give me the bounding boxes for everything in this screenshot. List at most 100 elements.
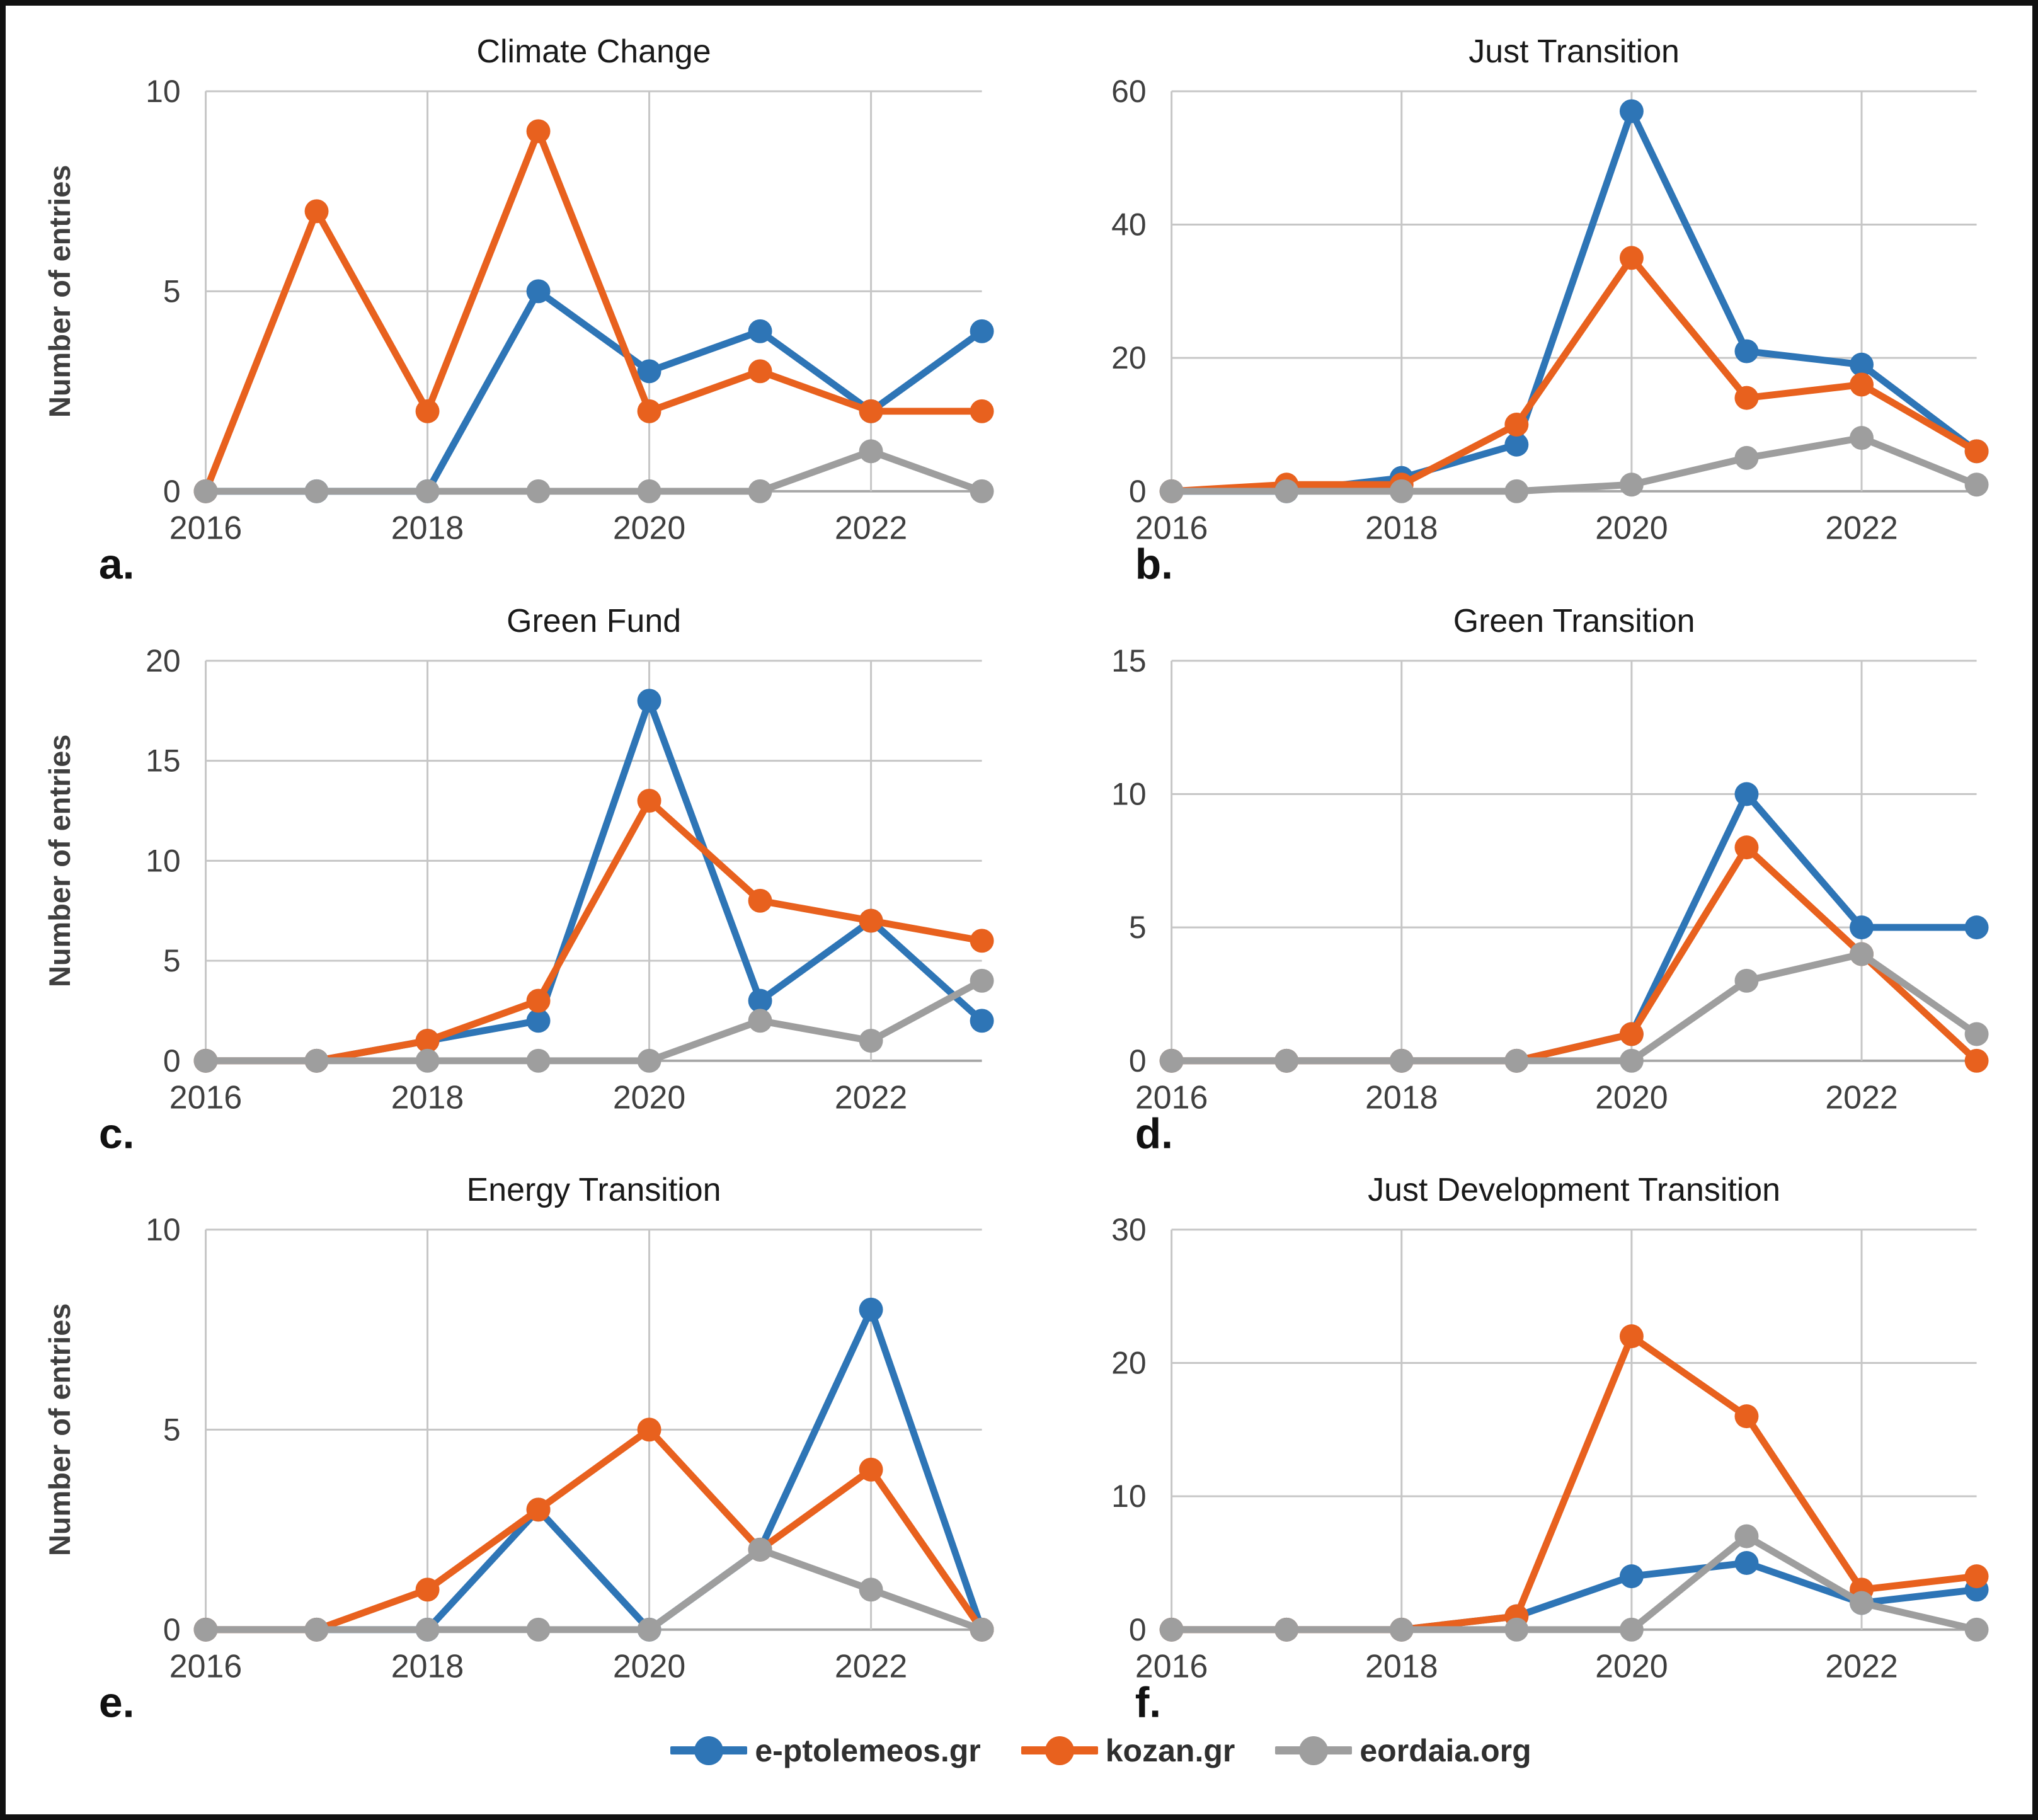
data-point-eordaia.org-2021 bbox=[748, 1537, 772, 1562]
data-point-kozan.gr-2019 bbox=[526, 119, 551, 144]
line-marker-icon bbox=[670, 1736, 748, 1765]
data-point-kozan.gr-2020 bbox=[637, 788, 661, 813]
data-point-e-ptolemeos.gr-2021 bbox=[748, 988, 772, 1013]
data-point-eordaia.org-2018 bbox=[415, 1048, 440, 1073]
data-point-eordaia.org-2022 bbox=[859, 1028, 883, 1053]
y-tick-label: 0 bbox=[1128, 1612, 1146, 1647]
data-point-eordaia.org-2023 bbox=[970, 968, 994, 993]
series-line-eordaia.org bbox=[1167, 950, 1980, 1064]
data-point-eordaia.org-2016 bbox=[1159, 1617, 1184, 1642]
dot-marker-icon bbox=[1299, 1736, 1329, 1765]
data-point-eordaia.org-2020 bbox=[637, 479, 661, 503]
data-point-eordaia.org-2020 bbox=[1619, 1048, 1644, 1073]
y-tick-label: 0 bbox=[1128, 1043, 1146, 1078]
data-point-eordaia.org-2016 bbox=[193, 479, 218, 503]
chart-energy-transition: 0 5 10 2016 2018 2020 2022 Energy Transition Num… bbox=[43, 1172, 994, 1727]
x-tick-label: 2016 bbox=[1135, 1649, 1207, 1685]
y-tick-label: 0 bbox=[163, 1043, 181, 1078]
legend-item-kozan: kozan.gr bbox=[1021, 1732, 1235, 1769]
data-point-eordaia.org-2017 bbox=[304, 479, 329, 503]
data-point-kozan.gr-2022 bbox=[1849, 372, 1874, 397]
data-point-kozan.gr-2021 bbox=[748, 888, 772, 913]
x-tick-label: 2020 bbox=[1595, 1079, 1668, 1116]
data-point-e-ptolemeos.gr-2020 bbox=[1619, 1564, 1644, 1589]
data-point-kozan.gr-2020 bbox=[637, 399, 661, 423]
chart-title: Energy Transition bbox=[467, 1172, 721, 1208]
x-tick-label: 2020 bbox=[613, 510, 685, 547]
y-tick-label: 10 bbox=[146, 1212, 181, 1247]
data-point-eordaia.org-2020 bbox=[1619, 1617, 1644, 1642]
chart-panel-e: 0 5 10 2016 2018 2020 2022 Energy Transition Num… bbox=[25, 1159, 1019, 1729]
data-point-kozan.gr-2019 bbox=[1504, 413, 1528, 437]
data-point-kozan.gr-2018 bbox=[415, 399, 440, 423]
data-point-eordaia.org-2023 bbox=[970, 1617, 994, 1642]
y-tick-label: 40 bbox=[1111, 207, 1147, 242]
data-point-eordaia.org-2021 bbox=[748, 479, 772, 503]
chart-title: Just Transition bbox=[1468, 33, 1680, 70]
data-point-eordaia.org-2022 bbox=[859, 1577, 883, 1602]
data-point-kozan.gr-2021 bbox=[1734, 386, 1758, 410]
data-point-e-ptolemeos.gr-2021 bbox=[1734, 782, 1758, 806]
data-point-eordaia.org-2023 bbox=[1964, 1617, 1989, 1642]
data-point-eordaia.org-2017 bbox=[1274, 1617, 1298, 1642]
data-point-kozan.gr-2022 bbox=[859, 1457, 883, 1482]
x-tick-label: 2016 bbox=[1135, 510, 1207, 547]
data-point-kozan.gr-2022 bbox=[859, 908, 883, 933]
y-tick-label: 10 bbox=[146, 74, 181, 109]
x-tick-label: 2018 bbox=[391, 510, 464, 547]
x-tick-label: 2020 bbox=[613, 1079, 685, 1116]
data-point-eordaia.org-2021 bbox=[1734, 1524, 1758, 1548]
chart-panel-d: 0 5 10 15 2016 2018 2020 2022 Green Transition d. bbox=[1019, 590, 2014, 1160]
chart-green-transition: 0 5 10 15 2016 2018 2020 2022 Green Transition d. bbox=[1111, 602, 1989, 1157]
series-line-eordaia.org bbox=[202, 447, 986, 495]
y-tick-label: 60 bbox=[1111, 74, 1147, 109]
y-tick-label: 15 bbox=[146, 743, 181, 778]
panel-letter: c. bbox=[99, 1110, 135, 1157]
x-tick-label: 2020 bbox=[613, 1649, 685, 1685]
y-tick-label: 20 bbox=[1111, 1346, 1147, 1381]
data-point-eordaia.org-2022 bbox=[1849, 1591, 1874, 1615]
data-point-eordaia.org-2017 bbox=[1274, 479, 1298, 503]
data-point-e-ptolemeos.gr-2019 bbox=[526, 279, 551, 304]
x-tick-label: 2022 bbox=[1825, 1079, 1898, 1116]
x-tick-label: 2020 bbox=[1595, 510, 1668, 547]
data-point-e-ptolemeos.gr-2023 bbox=[970, 1008, 994, 1033]
data-point-kozan.gr-2023 bbox=[1964, 1048, 1989, 1073]
series-line-eordaia.org bbox=[1167, 1533, 1980, 1634]
data-point-kozan.gr-2022 bbox=[859, 399, 883, 423]
y-tick-label: 15 bbox=[1111, 643, 1147, 678]
series-line-kozan.gr bbox=[202, 1426, 986, 1634]
y-tick-label: 5 bbox=[163, 943, 181, 978]
y-tick-label: 10 bbox=[1111, 1479, 1147, 1514]
series-line-e-ptolemeos.gr bbox=[202, 697, 986, 1064]
line-marker-icon bbox=[1275, 1736, 1353, 1765]
x-tick-label: 2022 bbox=[835, 1649, 907, 1685]
data-point-kozan.gr-2020 bbox=[1619, 1022, 1644, 1046]
panel-letter: a. bbox=[99, 541, 135, 588]
y-tick-label: 30 bbox=[1111, 1212, 1147, 1247]
data-point-eordaia.org-2019 bbox=[526, 479, 551, 503]
x-tick-label: 2022 bbox=[835, 1079, 907, 1116]
x-tick-label: 2018 bbox=[391, 1649, 464, 1685]
y-tick-label: 5 bbox=[1128, 910, 1146, 945]
legend-item-e-ptolemeos: e-ptolemeos.gr bbox=[670, 1732, 981, 1769]
legend-item-eordaia: eordaia.org bbox=[1275, 1732, 1531, 1769]
chart-climate-change: 0 5 10 2016 2018 2020 2022 Climate Change Number… bbox=[43, 33, 994, 588]
y-axis-label: Number of entries bbox=[43, 165, 76, 418]
x-tick-label: 2016 bbox=[1135, 1079, 1207, 1116]
panel-letter: b. bbox=[1135, 541, 1172, 588]
data-point-e-ptolemeos.gr-2019 bbox=[1504, 432, 1528, 457]
data-point-kozan.gr-2021 bbox=[1734, 1404, 1758, 1429]
x-tick-label: 2018 bbox=[391, 1079, 464, 1116]
series-line-kozan.gr bbox=[202, 127, 986, 495]
data-point-eordaia.org-2019 bbox=[1504, 479, 1528, 503]
data-point-e-ptolemeos.gr-2021 bbox=[1734, 1551, 1758, 1576]
y-tick-label: 10 bbox=[1111, 776, 1147, 811]
data-point-eordaia.org-2017 bbox=[304, 1617, 329, 1642]
y-tick-label: 5 bbox=[163, 273, 181, 309]
data-point-eordaia.org-2019 bbox=[1504, 1048, 1528, 1073]
data-point-eordaia.org-2023 bbox=[970, 479, 994, 503]
legend-label: eordaia.org bbox=[1360, 1732, 1531, 1768]
data-point-eordaia.org-2020 bbox=[637, 1617, 661, 1642]
